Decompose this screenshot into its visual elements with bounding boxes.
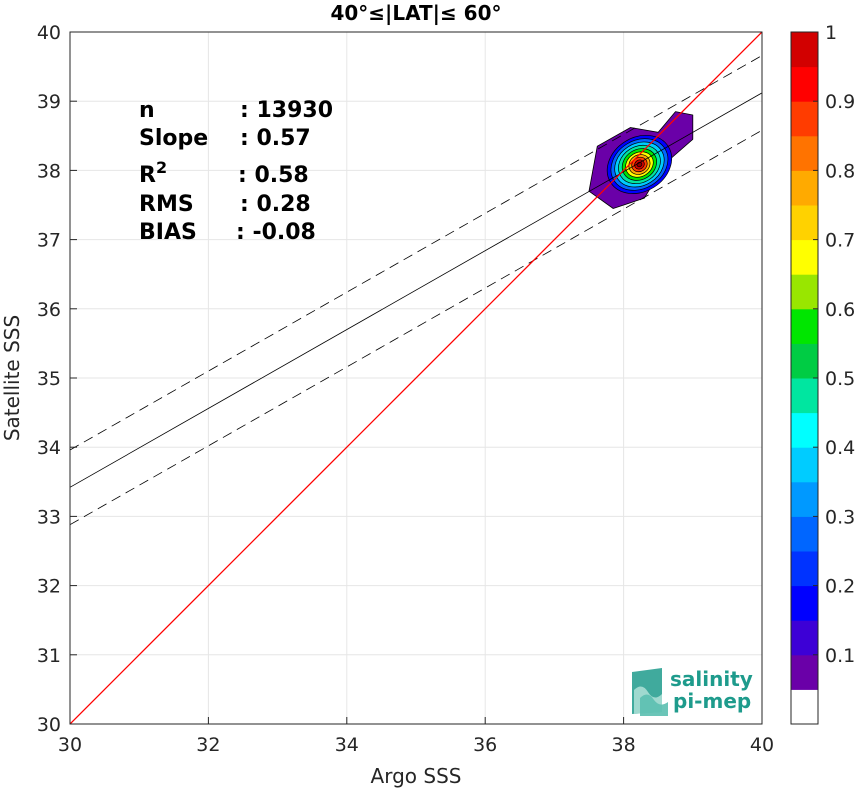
colorbar-segment <box>791 585 818 621</box>
colorbar-tick-label: 1 <box>825 22 837 44</box>
colorbar-segment <box>791 378 818 414</box>
salinity-pi-mep-logo: salinity pi-mep <box>632 667 753 716</box>
colorbar-segment <box>791 274 818 310</box>
colorbar-segment <box>791 343 818 379</box>
colorbar-segment <box>791 654 818 690</box>
stat-value: : 13930 <box>240 98 333 123</box>
colorbar-tick-label: 0.4 <box>825 437 855 459</box>
colorbar-segment <box>791 551 818 587</box>
colorbar-segment <box>791 101 818 137</box>
x-axis-label: Argo SSS <box>371 764 462 788</box>
x-tick-label: 30 <box>58 734 82 756</box>
grid <box>69 31 763 725</box>
colorbar-segment <box>791 170 818 206</box>
colorbar-segment <box>791 239 818 275</box>
fit-lower-bound-line <box>70 129 762 526</box>
identity-line <box>70 32 762 724</box>
statistics-box: n : 13930 Slope : 0.57 R2 : 0.58 RMS : 0.28 BIAS… <box>139 98 333 245</box>
y-tick-label: 34 <box>37 437 61 459</box>
stat-value: : 0.28 <box>240 192 311 217</box>
colorbar-segment <box>791 135 818 171</box>
colorbar-segment <box>791 516 818 552</box>
colorbar-segment <box>791 447 818 483</box>
fit-upper-bound-line <box>70 55 762 451</box>
colorbar-tick-label: 0.9 <box>825 91 855 113</box>
colorbar-segment <box>791 412 818 448</box>
stat-label: RMS <box>139 192 194 217</box>
y-tick-label: 37 <box>37 230 61 252</box>
regression-lines <box>70 32 762 724</box>
y-tick-label: 30 <box>37 714 61 736</box>
y-tick-label: 38 <box>37 160 61 182</box>
stat-value: : 0.58 <box>238 163 309 188</box>
colorbar-segment <box>791 620 818 656</box>
colorbar-tick-label: 0.7 <box>825 230 855 252</box>
y-tick-label: 33 <box>37 506 61 528</box>
x-tick-label: 36 <box>473 734 497 756</box>
logo-waves-icon <box>632 668 668 716</box>
x-tick-label: 38 <box>612 734 636 756</box>
colorbar-segment <box>791 66 818 102</box>
chart-title: 40°≤|LAT|≤ 60° <box>330 1 501 25</box>
logo-text-line2: pi-mep <box>673 689 751 713</box>
x-tick-label: 32 <box>196 734 220 756</box>
colorbar-tick-label: 0.3 <box>825 506 855 528</box>
x-tick-label: 40 <box>750 734 774 756</box>
colorbar-segment <box>791 481 818 517</box>
density-contours <box>588 111 694 209</box>
x-axis-ticks: 30 32 34 36 38 40 <box>58 717 774 756</box>
stat-label: BIAS <box>139 220 197 245</box>
colorbar-segment <box>791 205 818 241</box>
y-tick-label: 40 <box>37 22 61 44</box>
stat-label: n <box>139 98 155 123</box>
colorbar-tick-label: 0.1 <box>825 645 855 667</box>
stat-label: R2 <box>139 158 167 188</box>
colorbar-tick-label: 0.6 <box>825 299 855 321</box>
y-axis-ticks: 30 31 32 33 34 35 36 37 38 39 40 <box>37 22 77 736</box>
colorbar-tick-label: 0.2 <box>825 576 855 598</box>
colorbar-tick-label: 0.5 <box>825 368 855 390</box>
y-axis-label: Satellite SSS <box>0 315 24 441</box>
stat-value: : 0.57 <box>240 126 311 151</box>
logo-text-line1: salinity <box>670 667 753 691</box>
fit-line <box>70 92 762 488</box>
colorbar-tick-label: 0.8 <box>825 160 855 182</box>
stat-value: : -0.08 <box>236 220 316 245</box>
y-tick-label: 31 <box>37 645 61 667</box>
colorbar-segment <box>791 308 818 344</box>
colorbar-segment <box>791 32 818 68</box>
y-tick-label: 39 <box>37 91 61 113</box>
colorbar-segment <box>791 689 818 725</box>
y-tick-label: 36 <box>37 299 61 321</box>
colorbar: 0.1 0.2 0.3 0.4 0.5 0.6 0.7 0.8 0.9 1 <box>790 22 855 725</box>
x-tick-label: 34 <box>335 734 359 756</box>
y-tick-label: 32 <box>37 576 61 598</box>
y-tick-label: 35 <box>37 368 61 390</box>
stat-label: Slope <box>139 126 208 151</box>
